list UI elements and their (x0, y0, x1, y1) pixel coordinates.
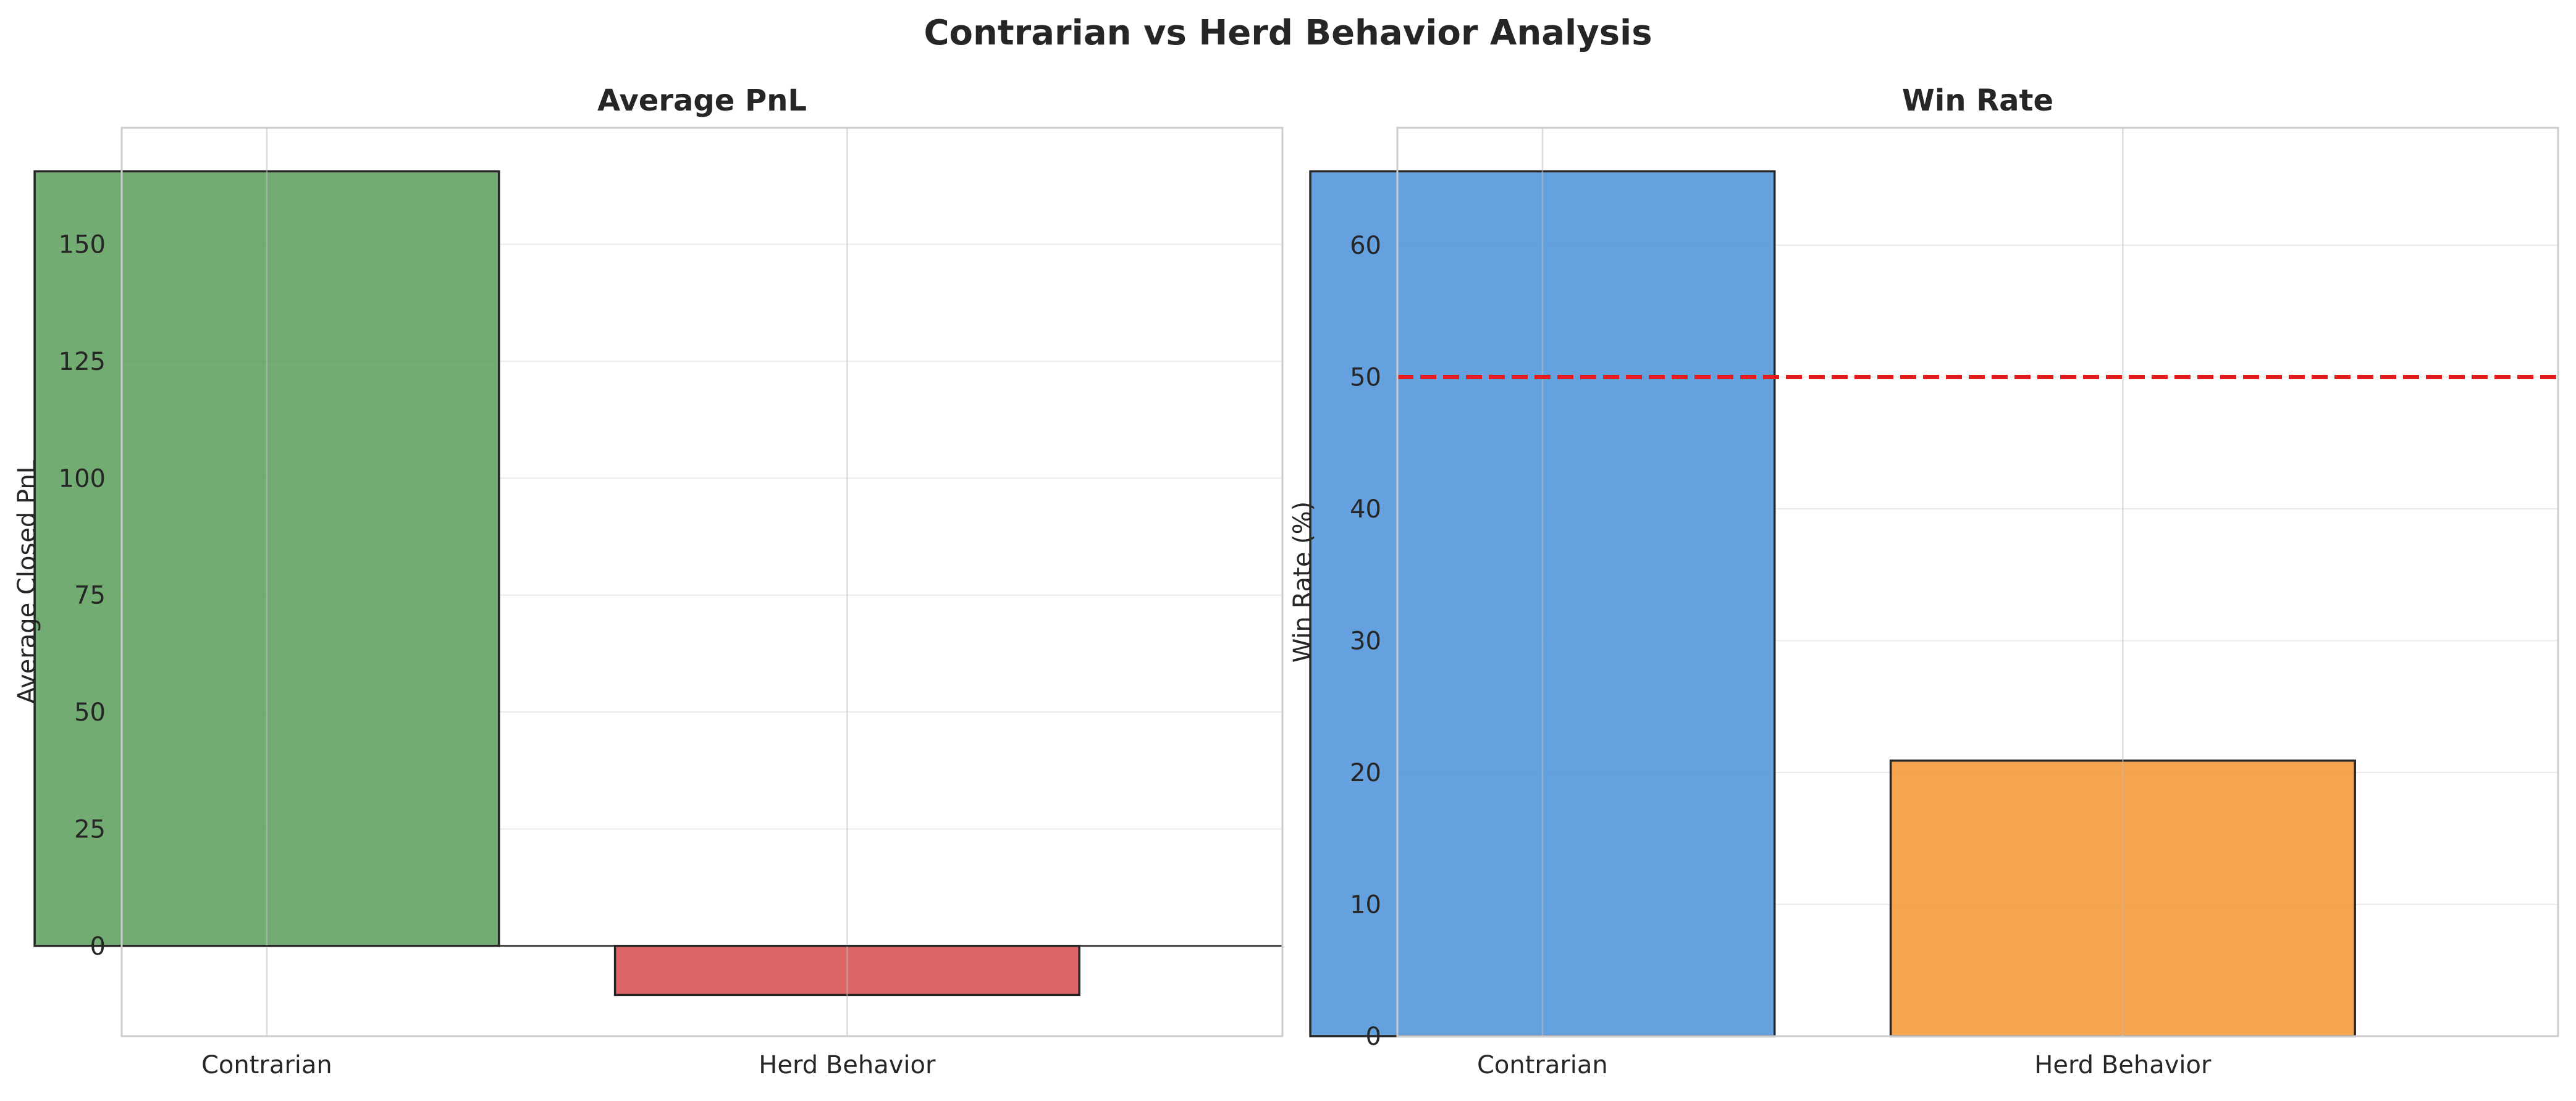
panel-win-rate: 0 10 20 30 40 50 60 Contrarian Herd Behavior Win … (1289, 83, 2559, 1079)
y-tick-label: 40 (1350, 495, 1381, 524)
y-axis-label: Average Closed PnL (13, 459, 41, 704)
figure-title: Contrarian vs Herd Behavior Analysis (924, 13, 1652, 53)
y-tick-label: 0 (1366, 1023, 1381, 1051)
y-tick-label: 30 (1350, 627, 1381, 656)
panel-average-pnl: 0 25 50 75 100 125 150 Contrarian Herd Behavior A… (13, 83, 1284, 1079)
y-tick-label: 60 (1350, 232, 1381, 260)
y-tick-label: 50 (1350, 364, 1381, 392)
y-tick-label: 50 (74, 698, 106, 727)
y-tick-label: 20 (1350, 759, 1381, 787)
y-tick-label: 100 (59, 464, 106, 493)
y-tick-label: 0 (90, 932, 106, 961)
y-tick-label: 10 (1350, 891, 1381, 919)
axes-frame (1396, 127, 2559, 1037)
x-tick-label: Herd Behavior (2034, 1051, 2212, 1079)
y-tick-label: 75 (74, 582, 106, 610)
axes-frame (120, 127, 1284, 1037)
x-tick-label: Contrarian (1477, 1051, 1608, 1079)
y-tick-label: 150 (59, 231, 106, 259)
x-tick-label: Contrarian (201, 1051, 332, 1079)
y-tick-label: 125 (59, 348, 106, 376)
x-tick-label: Herd Behavior (759, 1051, 936, 1079)
y-axis-label: Win Rate (%) (1289, 501, 1317, 663)
subplot-title: Win Rate (1902, 83, 2053, 118)
subplot-title: Average PnL (597, 83, 807, 118)
y-tick-label: 25 (74, 815, 106, 844)
